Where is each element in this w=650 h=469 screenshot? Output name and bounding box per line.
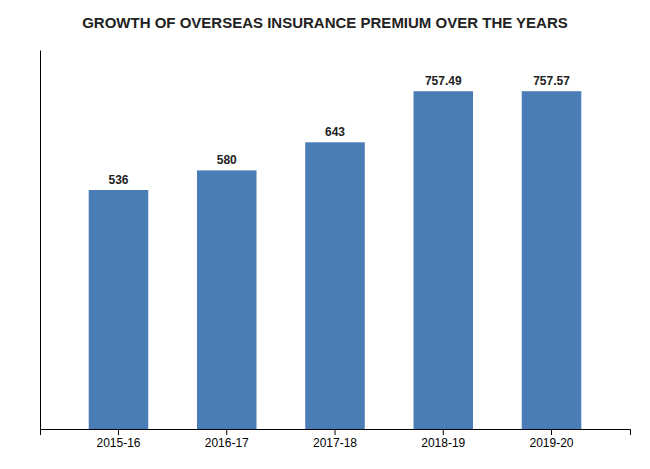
plot: 2015-16 2016-17 2017-18 2018-19 2019-20 536 58… [41,51,631,450]
x-tick-label: 2017-18 [313,436,357,450]
bar [89,190,149,429]
bar [305,142,365,429]
x-axis: 2015-16 2016-17 2017-18 2018-19 2019-20 [41,429,631,450]
data-labels: 536 580 643 757.49 757.57 [108,74,570,187]
x-tick: 2019-20 [529,429,573,450]
title: GROWTH OF OVERSEAS INSURANCE PREMIUM OVE… [82,14,568,31]
data-label: 757.57 [533,74,570,88]
x-tick: 2015-16 [96,429,140,450]
data-label: 757.49 [425,74,462,88]
data-label: 536 [108,173,128,187]
x-tick-mark [335,429,336,435]
x-tick-mark [551,429,552,435]
y-axis [40,51,41,430]
x-tick-label: 2015-16 [96,436,140,450]
x-tick: 2016-17 [205,429,249,450]
x-tick-label: 2019-20 [529,436,573,450]
x-tick-mark [226,429,227,435]
x-tick-label: 2016-17 [205,436,249,450]
x-tick: 2018-19 [421,429,465,450]
data-label: 580 [217,153,237,167]
x-tick-label: 2018-19 [421,436,465,450]
bar [197,170,257,429]
bar [413,91,473,429]
bars [89,91,582,429]
chart: 2015-16 2016-17 2017-18 2018-19 2019-20 536 58… [0,0,650,469]
x-axis-line [41,430,631,436]
x-tick-mark [443,429,444,435]
x-tick: 2017-18 [313,429,357,450]
y-axis-line [40,51,41,430]
bar [522,91,582,429]
data-label: 643 [325,125,345,139]
x-tick-mark [118,429,119,435]
